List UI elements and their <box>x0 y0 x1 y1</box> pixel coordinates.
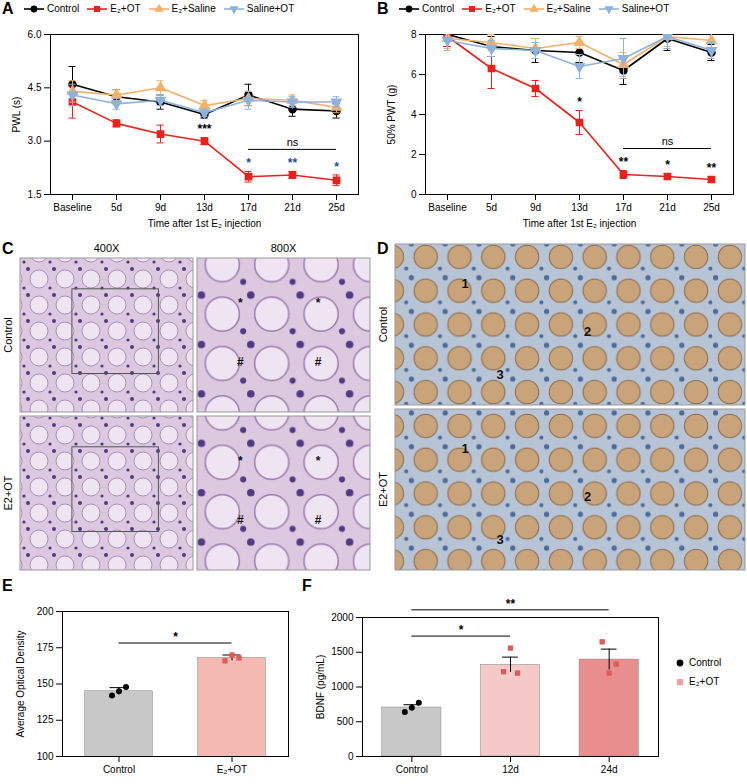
svg-text:ns: ns <box>662 135 674 147</box>
svg-text:E₂+OT: E₂+OT <box>217 764 247 775</box>
html-text:B: B <box>377 0 389 17</box>
svg-text:1: 1 <box>461 276 468 291</box>
html-text:Control: Control <box>422 3 455 14</box>
svg-text:6.0: 6.0 <box>28 29 42 40</box>
svg-text:Control: Control <box>103 764 135 775</box>
svg-text:6: 6 <box>411 69 417 80</box>
svg-text:1000: 1000 <box>331 681 354 692</box>
html-text:E₂+Saline: E₂+Saline <box>171 3 216 14</box>
html-text:E₂+Saline: E₂+Saline <box>546 3 591 14</box>
svg-text:4.5: 4.5 <box>28 82 42 93</box>
svg-text:***: *** <box>197 122 211 136</box>
svg-text:9d: 9d <box>530 202 541 213</box>
svg-text:1.5: 1.5 <box>28 189 42 200</box>
svg-text:5d: 5d <box>111 202 122 213</box>
html-text:C: C <box>2 240 14 257</box>
svg-text:#: # <box>237 355 244 369</box>
svg-text:Control: Control <box>377 307 389 342</box>
svg-text:100: 100 <box>37 751 54 762</box>
svg-text:*: * <box>173 630 178 644</box>
svg-text:E2+OT: E2+OT <box>2 475 14 510</box>
svg-text:E2+OT: E2+OT <box>377 472 389 507</box>
svg-text:5d: 5d <box>486 202 497 213</box>
svg-text:8: 8 <box>411 29 417 40</box>
svg-text:200: 200 <box>37 606 54 617</box>
html-text:Saline+OT: Saline+OT <box>246 3 295 14</box>
svg-text:**: ** <box>288 156 298 170</box>
svg-text:*: * <box>334 160 339 174</box>
svg-text:Control: Control <box>2 317 14 352</box>
svg-text:9d: 9d <box>155 202 166 213</box>
svg-text:ns: ns <box>287 136 299 148</box>
html-text:D: D <box>377 240 389 257</box>
svg-text:1500: 1500 <box>331 646 354 657</box>
svg-text:*: * <box>459 623 464 637</box>
svg-text:24d: 24d <box>601 764 618 775</box>
svg-text:400X: 400X <box>94 242 120 254</box>
html-text:Control: Control <box>689 657 722 668</box>
svg-text:2: 2 <box>584 489 591 504</box>
svg-text:13d: 13d <box>196 202 213 213</box>
html-text:E: E <box>2 577 13 594</box>
svg-text:500: 500 <box>337 716 354 727</box>
svg-text:Control: Control <box>396 764 428 775</box>
html-text:Saline+OT: Saline+OT <box>621 3 670 14</box>
svg-text:Time after 1st E₂ injection: Time after 1st E₂ injection <box>523 218 637 229</box>
svg-text:*: * <box>665 158 670 172</box>
svg-text:**: ** <box>707 161 717 175</box>
svg-text:4: 4 <box>411 109 417 120</box>
svg-text:25d: 25d <box>703 202 720 213</box>
svg-text:13d: 13d <box>571 202 588 213</box>
svg-text:1: 1 <box>461 441 468 456</box>
svg-text:21d: 21d <box>659 202 676 213</box>
svg-text:Baseline: Baseline <box>428 202 467 213</box>
svg-text:3.0: 3.0 <box>28 135 42 146</box>
svg-text:#: # <box>315 355 322 369</box>
html-text:Control: Control <box>47 3 80 14</box>
svg-text:*: * <box>238 296 243 310</box>
svg-text:Time after 1st E₂ injection: Time after 1st E₂ injection <box>148 218 262 229</box>
svg-text:50% PWT (g): 50% PWT (g) <box>386 85 397 145</box>
svg-text:PWL (s): PWL (s) <box>11 97 22 133</box>
svg-text:Baseline: Baseline <box>53 202 92 213</box>
svg-text:21d: 21d <box>284 202 301 213</box>
svg-text:**: ** <box>619 155 629 169</box>
svg-text:2: 2 <box>584 324 591 339</box>
html-text:E₂+OT: E₂+OT <box>689 676 720 687</box>
svg-text:*: * <box>246 156 251 170</box>
svg-text:**: ** <box>506 597 516 611</box>
svg-text:#: # <box>237 513 244 527</box>
svg-text:17d: 17d <box>615 202 632 213</box>
svg-text:Average Optical Density: Average Optical Density <box>15 630 26 737</box>
svg-text:0: 0 <box>411 189 417 200</box>
svg-text:12d: 12d <box>502 764 519 775</box>
svg-text:2: 2 <box>411 149 417 160</box>
svg-text:0: 0 <box>348 751 354 762</box>
svg-text:150: 150 <box>37 678 54 689</box>
svg-text:3: 3 <box>496 532 503 547</box>
html-text:E₂+OT: E₂+OT <box>110 3 141 14</box>
svg-text:25d: 25d <box>328 202 345 213</box>
svg-text:125: 125 <box>37 714 54 725</box>
html-text:A: A <box>2 0 14 17</box>
svg-text:*: * <box>316 454 321 468</box>
svg-text:17d: 17d <box>240 202 257 213</box>
html-text:E₂+OT: E₂+OT <box>485 3 516 14</box>
svg-text:BDNF (pg/mL): BDNF (pg/mL) <box>315 655 326 719</box>
svg-text:#: # <box>315 513 322 527</box>
svg-text:*: * <box>577 95 582 109</box>
svg-text:175: 175 <box>37 642 54 653</box>
svg-text:*: * <box>316 296 321 310</box>
svg-text:3: 3 <box>496 367 503 382</box>
html-text:F: F <box>302 577 312 594</box>
svg-text:2000: 2000 <box>331 612 354 623</box>
svg-text:*: * <box>238 454 243 468</box>
svg-text:800X: 800X <box>271 242 297 254</box>
